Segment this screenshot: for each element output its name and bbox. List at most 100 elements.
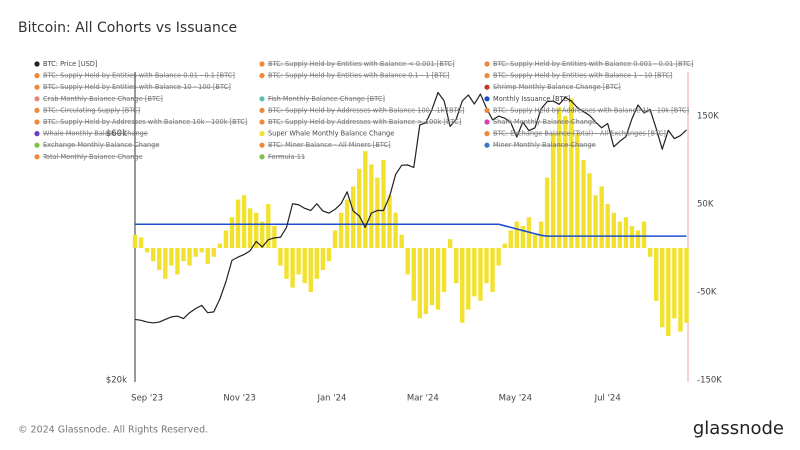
legend-swatch	[34, 96, 40, 102]
bar	[157, 248, 162, 270]
bar	[544, 177, 550, 248]
legend-entry[interactable]: BTC: Exchange Balance (Total) - All Exch…	[484, 130, 666, 138]
legend-label: Whale Monthly Balance Change	[43, 130, 148, 138]
bar	[629, 226, 635, 248]
legend-entry[interactable]: BTC: Supply Held by Entities with Balanc…	[34, 72, 235, 80]
legend-label: BTC: Supply Held by Addresses with Balan…	[268, 118, 461, 126]
legend-entry[interactable]: BTC: Supply Held by Entities with Balanc…	[259, 72, 449, 80]
bar	[417, 248, 423, 319]
bar	[266, 204, 271, 248]
legend-entry[interactable]: BTC: Supply Held by Addresses with Balan…	[484, 106, 689, 114]
bar	[211, 248, 216, 257]
bar	[672, 248, 677, 319]
x-tick-label: Jul '24	[594, 394, 621, 404]
bar	[550, 133, 556, 248]
bar	[175, 248, 180, 275]
bar	[411, 248, 416, 301]
bar	[163, 248, 168, 279]
bar	[684, 248, 689, 323]
bar	[453, 248, 459, 284]
legend-entry[interactable]: BTC: Supply Held by Entities with Balanc…	[34, 83, 231, 91]
bar	[405, 248, 410, 275]
line	[135, 223, 687, 237]
bar	[587, 173, 592, 248]
legend-label: BTC: Price [USD]	[43, 60, 98, 68]
legend-swatch	[484, 84, 490, 90]
legend-entry[interactable]: Fish Monthly Balance Change [BTC]	[259, 95, 385, 103]
legend-swatch	[34, 154, 40, 160]
bar	[205, 248, 210, 264]
legend-entry[interactable]: BTC: Price [USD]	[34, 60, 98, 68]
legend-swatch	[484, 61, 490, 67]
bar	[350, 186, 356, 248]
legend-entry[interactable]: BTC: Supply Held by Entities with Balanc…	[484, 60, 693, 68]
legend-entry[interactable]: BTC: Circulating Supply [BTC]	[34, 106, 140, 114]
legend-label: Monthly Issuance [BTC]	[493, 95, 570, 103]
legend-entry[interactable]: BTC: Supply Held by Entities with Balanc…	[484, 72, 672, 80]
legend-label: BTC: Miner Balance - All Miners [BTC]	[268, 141, 391, 149]
x-tick-label: May '24	[499, 394, 532, 404]
legend-entry[interactable]: BTC: Supply Held by Addresses with Balan…	[34, 118, 247, 126]
y-tick-label: $20k	[106, 376, 127, 386]
legend-entry[interactable]: BTC: Supply Held by Addresses with Balan…	[259, 106, 464, 114]
legend-entry[interactable]: Shark Monthly Balance Change	[484, 118, 596, 126]
legend-swatch	[34, 131, 40, 137]
legend-swatch	[259, 96, 265, 102]
legend-label: Fish Monthly Balance Change [BTC]	[268, 95, 385, 103]
bar	[138, 237, 144, 248]
bar	[635, 230, 641, 248]
legend-swatch	[34, 73, 40, 79]
bar	[169, 248, 174, 266]
legend-entry[interactable]: Formula 11	[259, 153, 305, 161]
bar	[272, 226, 277, 248]
y2-tick-label: -50K	[697, 288, 717, 298]
bar	[308, 248, 313, 292]
legend-entry[interactable]: BTC: Supply Held by Entities with Balanc…	[259, 60, 455, 68]
legend-entry[interactable]: Super Whale Monthly Balance Change	[259, 130, 394, 138]
legend-swatch	[484, 142, 490, 148]
bar	[447, 239, 453, 248]
legend-entry[interactable]: Miner Monthly Balance Change	[484, 141, 596, 149]
bar	[187, 248, 192, 266]
bar	[623, 217, 629, 248]
bar	[247, 208, 253, 248]
bar	[363, 151, 368, 248]
bar	[435, 248, 441, 310]
bar	[514, 221, 519, 248]
bar	[502, 243, 507, 248]
y2-tick-label: 50K	[697, 200, 714, 210]
chart-title: Bitcoin: All Cohorts vs Issuance	[18, 20, 237, 36]
legend-label: Miner Monthly Balance Change	[493, 141, 596, 149]
legend-label: BTC: Supply Held by Entities with Balanc…	[493, 60, 693, 68]
legend-swatch	[484, 131, 490, 137]
legend-entry[interactable]: Shrimp Monthly Balance Change [BTC]	[484, 83, 621, 91]
legend-entry[interactable]: BTC: Miner Balance - All Miners [BTC]	[259, 141, 391, 149]
bar	[532, 234, 538, 248]
legend-entry[interactable]: BTC: Supply Held by Addresses with Balan…	[259, 118, 461, 126]
bar	[647, 248, 653, 257]
legend-entry[interactable]: Exchange Monthly Balance Change	[34, 141, 159, 149]
bar	[605, 204, 610, 248]
bar	[290, 248, 295, 288]
bar	[472, 248, 477, 297]
bar	[144, 248, 150, 253]
bar	[466, 248, 471, 310]
legend-label: Super Whale Monthly Balance Change	[268, 130, 394, 138]
legend-label: Crab Monthly Balance Change [BTC]	[43, 95, 163, 103]
bar	[496, 248, 501, 266]
legend-swatch	[34, 84, 40, 90]
legend-entry[interactable]: Crab Monthly Balance Change [BTC]	[34, 95, 163, 103]
legend-entry[interactable]: Whale Monthly Balance Change	[34, 130, 148, 138]
y-tick-label: $60k	[106, 129, 127, 139]
footer: © 2024 Glassnode. All Rights Reserved.	[18, 425, 208, 436]
legend-swatch	[484, 73, 490, 79]
legend-entry[interactable]: Monthly Issuance [BTC]	[484, 95, 570, 103]
legend-swatch	[259, 142, 265, 148]
bar	[557, 107, 562, 248]
legend-swatch	[259, 73, 265, 79]
legend-swatch	[484, 96, 490, 102]
brand-logo: glassnode	[693, 418, 784, 439]
legend-entry[interactable]: Total Monthly Balance Change	[34, 153, 143, 161]
bar	[338, 212, 344, 248]
